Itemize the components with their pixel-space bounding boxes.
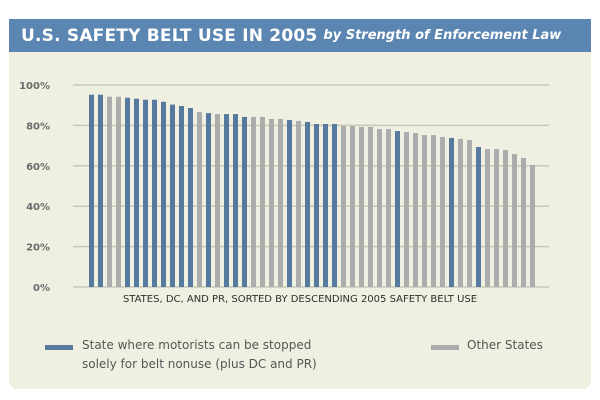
bar-primary xyxy=(179,106,184,287)
bar-other xyxy=(386,129,391,287)
bar-primary xyxy=(161,101,166,288)
bars xyxy=(89,94,535,288)
legend-label-primary-line1: State where motorists can be stopped xyxy=(82,338,312,352)
y-tick-label: 40% xyxy=(26,202,50,213)
y-tick-label: 80% xyxy=(26,121,50,132)
bar-other xyxy=(368,127,373,288)
bar-primary xyxy=(143,99,148,287)
bar-primary xyxy=(332,123,337,288)
bar-primary xyxy=(233,114,238,287)
bar-other xyxy=(431,135,436,287)
bar-primary xyxy=(323,123,328,288)
bar-other xyxy=(503,150,508,287)
bar-other xyxy=(251,116,256,287)
bar-other xyxy=(296,120,301,288)
bar-primary xyxy=(242,116,247,287)
bar-other xyxy=(404,132,409,287)
chart-title: U.S. SAFETY BELT USE IN 2005 xyxy=(21,25,318,46)
bar-primary xyxy=(125,97,130,287)
bar-other xyxy=(107,96,112,287)
y-tick-label: 60% xyxy=(26,162,50,173)
bar-other xyxy=(521,157,526,287)
bar-primary xyxy=(449,137,454,287)
x-axis-label: STATES, DC, AND PR, SORTED BY DESCENDING… xyxy=(123,294,477,305)
bar-other xyxy=(350,126,355,287)
bar-primary xyxy=(206,113,211,287)
bar-other xyxy=(359,127,364,288)
bar-other xyxy=(215,114,220,287)
legend-swatch-other xyxy=(431,345,459,350)
bar-other xyxy=(413,133,418,287)
legend-swatch-primary xyxy=(45,345,73,350)
bar-primary xyxy=(476,147,481,287)
legend-label-other: Other States xyxy=(467,338,543,352)
chart-header: U.S. SAFETY BELT USE IN 2005 by Strength… xyxy=(9,19,591,52)
bar-primary xyxy=(134,98,139,288)
bar-other xyxy=(341,126,346,287)
bar-other xyxy=(278,118,283,287)
y-tick-label: 20% xyxy=(26,243,50,254)
y-tick-label: 0% xyxy=(33,283,50,294)
bar-other xyxy=(260,116,265,287)
bar-other xyxy=(485,149,490,287)
bar-other xyxy=(197,112,202,288)
chart-panel: 0% 20% 40% 60% 80% 100% STATES, DC, AND PR, S… xyxy=(9,52,591,389)
chart-subtitle: by Strength of Enforcement Law xyxy=(323,28,562,43)
bar-other xyxy=(116,96,121,287)
legend-item-other: Other States xyxy=(467,336,543,355)
bar-primary xyxy=(152,99,157,287)
bar-other xyxy=(422,135,427,287)
bar-primary xyxy=(170,104,175,288)
bar-other xyxy=(494,149,499,287)
bar-primary xyxy=(305,121,310,287)
bar-other xyxy=(458,138,463,287)
bar-primary xyxy=(224,114,229,287)
bar-other xyxy=(467,139,472,287)
bar-other xyxy=(377,129,382,287)
bar-primary xyxy=(89,94,94,287)
bar-other xyxy=(440,136,445,287)
bar-other xyxy=(269,118,274,287)
y-axis-ticks: 0% 20% 40% 60% 80% 100% xyxy=(19,81,50,294)
bar-chart: 0% 20% 40% 60% 80% 100% STATES, DC, AND PR, S… xyxy=(19,81,549,305)
y-tick-label: 100% xyxy=(19,81,50,92)
bar-primary xyxy=(98,94,103,287)
bar-other xyxy=(530,164,535,287)
bar-primary xyxy=(395,131,400,287)
legend-label-primary-line2: solely for belt nonuse (plus DC and PR) xyxy=(82,357,317,371)
legend-item-primary: State where motorists can be stopped sol… xyxy=(82,336,317,374)
bar-primary xyxy=(314,123,319,288)
bar-primary xyxy=(188,108,193,287)
bar-other xyxy=(512,154,517,287)
bar-primary xyxy=(287,119,292,287)
